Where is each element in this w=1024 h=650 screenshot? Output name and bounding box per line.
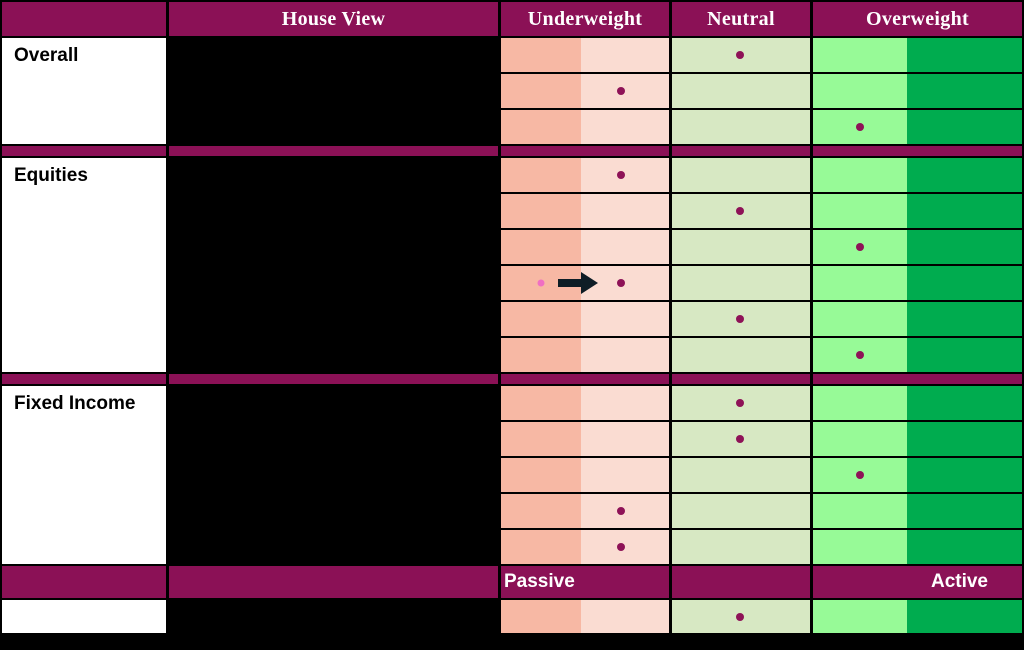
separator-band <box>2 374 166 384</box>
position-dot <box>856 123 865 131</box>
neutral-cell <box>672 422 810 456</box>
underweight-cell <box>501 230 669 264</box>
position-dot <box>856 351 865 359</box>
section-label-equities: Equities <box>2 158 166 372</box>
underweight-cell <box>501 194 669 228</box>
overweight-cell <box>813 338 1022 372</box>
band-house-view-cell <box>169 566 498 598</box>
position-dot <box>856 471 865 479</box>
position-dot <box>617 279 626 287</box>
redacted-house-view-overall <box>169 38 498 144</box>
underweight-cell <box>501 458 669 492</box>
underweight-cell <box>501 386 669 420</box>
position-dot <box>617 87 626 95</box>
separator-band <box>813 146 1022 156</box>
overweight-cell <box>813 530 1022 564</box>
neutral-cell <box>672 266 810 300</box>
position-dot <box>617 171 626 179</box>
overweight-cell <box>813 266 1022 300</box>
underweight-cell <box>501 494 669 528</box>
position-dot <box>736 207 745 215</box>
overweight-cell <box>813 110 1022 144</box>
overweight-cell <box>813 74 1022 108</box>
previous-position-dot <box>537 279 545 287</box>
redacted-house-view-footer <box>169 600 498 633</box>
neutral-cell <box>672 600 810 633</box>
underweight-header: Underweight <box>501 2 669 36</box>
passive-label: Passive <box>501 566 669 598</box>
footer-label-cell <box>2 600 166 633</box>
neutral-cell <box>672 338 810 372</box>
position-dot <box>617 543 626 551</box>
overweight-cell <box>813 38 1022 72</box>
overweight-cell <box>813 386 1022 420</box>
active-label: Active <box>813 566 1022 598</box>
neutral-cell <box>672 74 810 108</box>
neutral-cell <box>672 38 810 72</box>
position-dot <box>617 507 626 515</box>
underweight-cell <box>501 422 669 456</box>
band-neutral-cell <box>672 566 810 598</box>
shift-arrow-icon <box>558 271 599 295</box>
underweight-cell <box>501 302 669 336</box>
neutral-cell <box>672 302 810 336</box>
neutral-header: Neutral <box>672 2 810 36</box>
position-dot <box>736 315 745 323</box>
band-left-cell <box>2 566 166 598</box>
position-dot <box>856 243 865 251</box>
section-label-fixed-income: Fixed Income <box>2 386 166 564</box>
underweight-cell <box>501 266 669 300</box>
underweight-cell <box>501 110 669 144</box>
underweight-cell <box>501 530 669 564</box>
neutral-cell <box>672 494 810 528</box>
overweight-cell <box>813 458 1022 492</box>
overweight-cell <box>813 422 1022 456</box>
redacted-house-view-fixed-income <box>169 386 498 564</box>
overweight-cell <box>813 600 1022 633</box>
overweight-cell <box>813 158 1022 192</box>
separator-band <box>501 146 669 156</box>
underweight-cell <box>501 338 669 372</box>
position-dot <box>736 51 745 59</box>
position-dot <box>736 435 745 443</box>
separator-band <box>672 374 810 384</box>
section-label-overall: Overall <box>2 38 166 144</box>
separator-band <box>813 374 1022 384</box>
underweight-cell <box>501 600 669 633</box>
neutral-cell <box>672 386 810 420</box>
separator-band <box>501 374 669 384</box>
corner-header-cell <box>2 2 166 36</box>
separator-band <box>169 374 498 384</box>
overweight-cell <box>813 302 1022 336</box>
underweight-cell <box>501 38 669 72</box>
position-dot <box>736 399 745 407</box>
neutral-cell <box>672 230 810 264</box>
neutral-cell <box>672 110 810 144</box>
redacted-house-view-equities <box>169 158 498 372</box>
overweight-cell <box>813 230 1022 264</box>
overweight-cell <box>813 194 1022 228</box>
overweight-cell <box>813 494 1022 528</box>
position-dot <box>736 612 745 621</box>
separator-band <box>169 146 498 156</box>
separator-band <box>672 146 810 156</box>
underweight-cell <box>501 158 669 192</box>
overweight-header: Overweight <box>813 2 1022 36</box>
house-view-header: House View <box>169 2 498 36</box>
neutral-cell <box>672 194 810 228</box>
neutral-cell <box>672 458 810 492</box>
separator-band <box>2 146 166 156</box>
neutral-cell <box>672 158 810 192</box>
neutral-cell <box>672 530 810 564</box>
underweight-cell <box>501 74 669 108</box>
